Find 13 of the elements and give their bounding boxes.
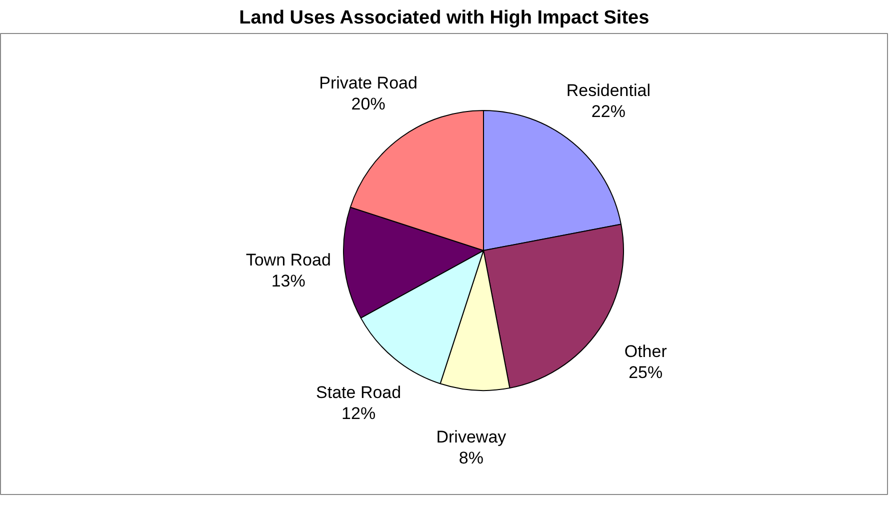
data-label: 20% <box>351 94 386 114</box>
data-label: 12% <box>342 404 376 424</box>
data-label: 8% <box>458 448 484 468</box>
chart-title: Land Uses Associated with High Impact Sites <box>239 8 650 28</box>
slice-label: Residential <box>566 80 650 100</box>
data-label: 25% <box>628 363 663 382</box>
slice-label: State Road <box>316 383 402 402</box>
data-label: 13% <box>271 271 306 290</box>
slice-label: Private Road <box>319 73 418 92</box>
slice-label: Driveway <box>436 428 507 447</box>
data-label: 22% <box>591 102 626 121</box>
slice-label: Other <box>624 342 668 362</box>
slice-label: Town Road <box>246 250 331 270</box>
